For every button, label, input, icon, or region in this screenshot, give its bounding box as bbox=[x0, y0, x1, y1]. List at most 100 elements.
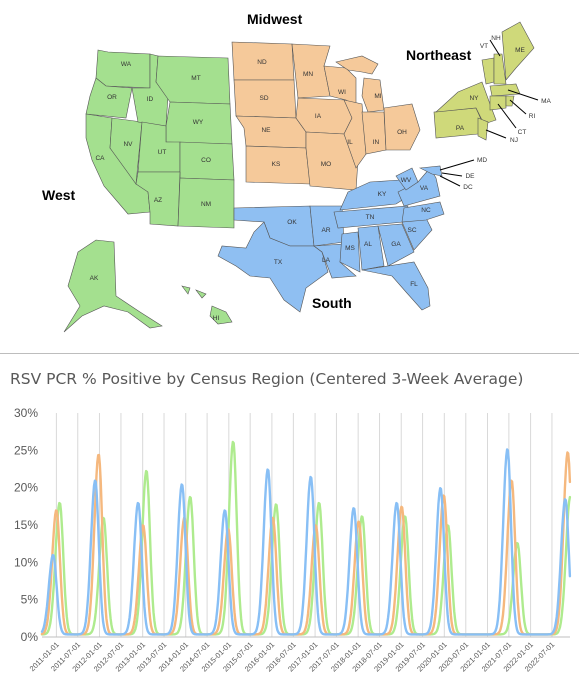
label-wi: WI bbox=[338, 89, 346, 96]
label-pa: PA bbox=[456, 125, 465, 132]
northeast-region bbox=[433, 21, 535, 141]
gridlines bbox=[42, 413, 570, 638]
y-tick-label: 15% bbox=[14, 518, 38, 532]
state-labels: WA OR ID MT WY CA NV UT CO AZ NM AK HI N… bbox=[90, 35, 552, 322]
label-ks: KS bbox=[272, 161, 281, 168]
divider bbox=[0, 353, 579, 354]
label-de: DE bbox=[465, 173, 475, 180]
label-ms: MS bbox=[345, 245, 355, 252]
label-la: LA bbox=[322, 257, 331, 264]
label-ga: GA bbox=[391, 241, 401, 248]
x-axis-ticks: 2011-01-012011-07-012012-01-012012-07-01… bbox=[28, 640, 557, 673]
state-md bbox=[418, 165, 443, 177]
label-ny: NY bbox=[469, 95, 479, 102]
label-nc: NC bbox=[421, 207, 431, 214]
y-tick-label: 10% bbox=[14, 555, 38, 569]
label-ne: NE bbox=[261, 127, 271, 134]
label-nh: NH bbox=[491, 35, 501, 42]
label-nm: NM bbox=[201, 201, 211, 208]
label-md: MD bbox=[477, 157, 487, 164]
rsv-line-chart: 0% 5% 10% 15% 20% 25% 30% 2011-01-012011-07-01… bbox=[14, 406, 572, 674]
state-vt bbox=[481, 57, 495, 85]
label-id: ID bbox=[147, 96, 154, 103]
state-oh bbox=[383, 103, 421, 151]
y-axis-ticks: 0% 5% 10% 15% 20% 25% 30% bbox=[14, 406, 38, 644]
label-il: IL bbox=[347, 139, 353, 146]
state-nc bbox=[401, 201, 445, 223]
state-pa bbox=[433, 107, 485, 139]
label-ut: UT bbox=[158, 149, 167, 156]
state-ri bbox=[505, 95, 515, 107]
label-mi: MI bbox=[374, 93, 381, 100]
state-nj bbox=[477, 117, 489, 141]
state-in bbox=[361, 111, 387, 155]
state-ne bbox=[235, 115, 307, 149]
label-ct: CT bbox=[518, 129, 527, 136]
label-hi: HI bbox=[213, 315, 220, 322]
state-mi bbox=[335, 55, 385, 113]
label-wa: WA bbox=[121, 61, 132, 68]
census-region-map: WA OR ID MT WY CA NV UT CO AZ NM AK HI N… bbox=[42, 11, 552, 333]
series-line-1 bbox=[40, 448, 572, 636]
south-region bbox=[217, 165, 445, 313]
state-fl bbox=[361, 261, 431, 311]
label-ca: CA bbox=[95, 155, 105, 162]
label-al: AL bbox=[364, 241, 372, 248]
callout-lines bbox=[439, 39, 539, 187]
label-fl: FL bbox=[410, 281, 418, 288]
label-ma: MA bbox=[541, 98, 551, 105]
series-layer bbox=[40, 440, 572, 636]
state-tx bbox=[217, 221, 329, 313]
state-il bbox=[343, 99, 367, 169]
y-tick-label: 5% bbox=[21, 593, 39, 607]
label-sc: SC bbox=[407, 227, 416, 234]
state-or bbox=[85, 77, 133, 119]
y-tick-label: 0% bbox=[21, 630, 39, 644]
region-label-midwest: Midwest bbox=[247, 11, 303, 27]
label-dc: DC bbox=[463, 184, 473, 191]
state-ma bbox=[489, 83, 521, 97]
label-az: AZ bbox=[154, 197, 162, 204]
label-wy: WY bbox=[193, 119, 204, 126]
state-me bbox=[501, 21, 535, 81]
region-label-south: South bbox=[312, 295, 352, 311]
label-mo: MO bbox=[321, 161, 331, 168]
label-sd: SD bbox=[259, 95, 268, 102]
state-ga bbox=[377, 223, 415, 267]
west-region bbox=[63, 49, 235, 333]
label-or: OR bbox=[107, 94, 117, 101]
state-al bbox=[357, 225, 385, 271]
label-ar: AR bbox=[321, 227, 330, 234]
region-label-northeast: Northeast bbox=[406, 47, 472, 63]
label-wv: WV bbox=[401, 177, 412, 184]
label-ky: KY bbox=[378, 191, 387, 198]
state-ak bbox=[63, 239, 163, 333]
label-oh: OH bbox=[397, 129, 407, 136]
y-tick-label: 30% bbox=[14, 406, 38, 420]
label-me: ME bbox=[515, 47, 525, 54]
label-tx: TX bbox=[274, 259, 283, 266]
label-tn: TN bbox=[366, 214, 375, 221]
y-tick-label: 25% bbox=[14, 443, 38, 457]
chart-title: RSV PCR % Positive by Census Region (Cen… bbox=[10, 370, 524, 388]
label-nd: ND bbox=[257, 59, 267, 66]
state-hi bbox=[181, 285, 233, 325]
state-nm bbox=[177, 177, 235, 229]
label-ri: RI bbox=[529, 113, 536, 120]
label-va: VA bbox=[420, 185, 429, 192]
midwest-region bbox=[231, 41, 421, 191]
state-wv bbox=[395, 167, 419, 191]
region-label-west: West bbox=[42, 187, 76, 203]
y-tick-label: 20% bbox=[14, 481, 38, 495]
label-nj: NJ bbox=[510, 137, 518, 144]
label-co: CO bbox=[201, 157, 211, 164]
state-ms bbox=[339, 231, 361, 273]
state-ia bbox=[295, 97, 353, 135]
label-ok: OK bbox=[287, 219, 297, 226]
label-nv: NV bbox=[123, 141, 133, 148]
state-wa bbox=[95, 49, 151, 89]
label-mt: MT bbox=[191, 75, 200, 82]
label-mn: MN bbox=[303, 71, 313, 78]
label-ak: AK bbox=[90, 275, 99, 282]
label-in: IN bbox=[373, 139, 380, 146]
